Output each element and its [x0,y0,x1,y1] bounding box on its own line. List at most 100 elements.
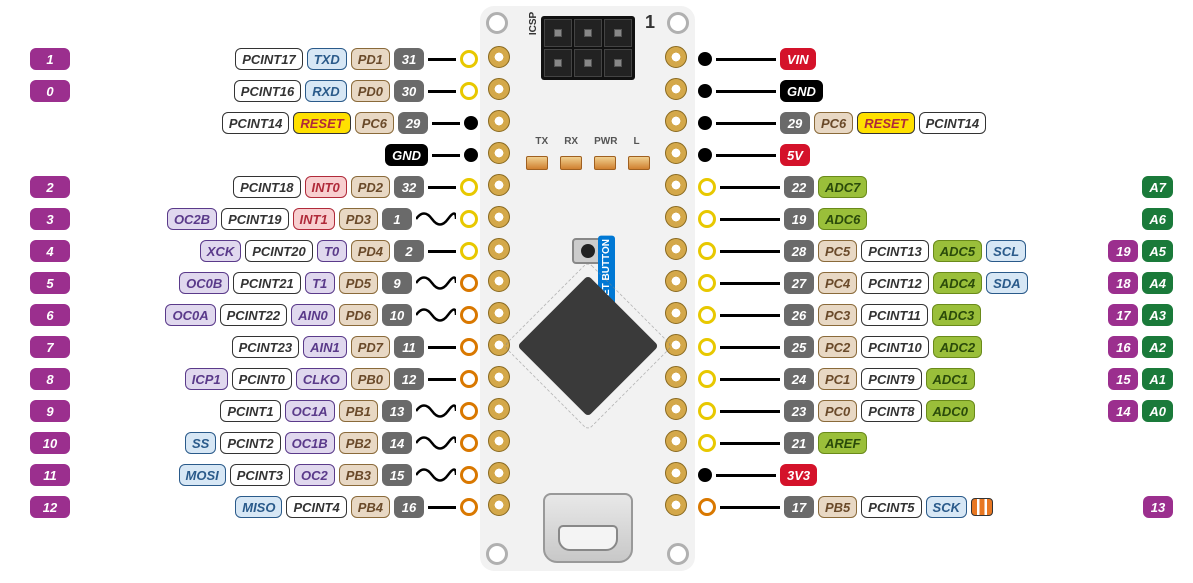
pin-row: VIN [698,48,816,70]
pin-row: ICP1PCINT0CLKOPB012 [185,368,478,390]
wire [428,90,456,93]
wire [720,314,780,317]
solder-pad [488,78,510,100]
solder-pad [665,430,687,452]
wire [716,474,776,477]
wire [720,346,780,349]
mount-hole [486,12,508,34]
pin-label-timer: OC1B [285,432,335,454]
pin-label-pcint: PCINT21 [233,272,300,294]
pin-label-pcint: PCINT17 [235,48,302,70]
board: ICSP 1 TXRXPWRL RESET BUTTON [480,6,695,571]
pin-row: 22ADC7 [698,176,867,198]
pin-label-reset: RESET [293,112,350,134]
icsp-header [541,16,635,80]
pin-label-pcint: PCINT10 [861,336,928,358]
pin-label-adc: ADC6 [818,208,867,230]
mount-hole [667,543,689,565]
edge-row: 0 [30,80,70,102]
wire [720,218,780,221]
solder-pad [665,462,687,484]
pin-row: 28PC5PCINT13ADC5SCL [698,240,1026,262]
pin-row: MOSIPCINT3OC2PB315 [179,464,479,486]
pin-label-phys: 1 [382,208,412,230]
pin-label-phys: 26 [784,304,814,326]
pin-label-gnd: GND [385,144,428,166]
digital-pin-label: 2 [30,176,70,198]
pin-label-int: INT0 [305,176,347,198]
pin-label-power: 3V3 [780,464,817,486]
wire [720,186,780,189]
pin-label-comm: TXD [307,48,347,70]
edge-row: A6 [1142,208,1173,230]
wire [716,154,776,157]
pin-label-phys: 2 [394,240,424,262]
edge-row: 18A4 [1108,272,1173,294]
pin-row: PCINT14RESETPC629 [222,112,478,134]
pin-label-timer: ICP1 [185,368,228,390]
wire [428,186,456,189]
pin-label-phys: 29 [398,112,428,134]
pwm-wave-icon [416,464,456,486]
digital-pin-label: 18 [1108,272,1138,294]
led-label: TX [535,136,548,147]
pin-label-adc: ADC2 [933,336,982,358]
digital-pin-label: 0 [30,80,70,102]
pin-label-timer: T0 [317,240,347,262]
wire [716,58,776,61]
pin-label-comm: SS [185,432,216,454]
pin-label-port: PB0 [351,368,390,390]
pin-ring [460,306,478,324]
wire [720,378,780,381]
solder-pad [488,366,510,388]
pin-row: 19ADC6 [698,208,867,230]
pin-ring [698,370,716,388]
analog-pin-label: A5 [1142,240,1173,262]
digital-pin-label: 1 [30,48,70,70]
pin-label-timer: OC0B [179,272,229,294]
pin-label-phys: 10 [382,304,412,326]
pin-row: OC2BPCINT19INT1PD31 [167,208,478,230]
pin-row: PCINT18INT0PD232 [233,176,478,198]
pin-label-pcint: PCINT5 [861,496,921,518]
pin-label-port: PC5 [818,240,857,262]
pin-label-port: PD7 [351,336,390,358]
edge-row: 12 [30,496,70,518]
pin-label-port: PC2 [818,336,857,358]
edge-row: 5 [30,272,70,294]
pin-label-phys: 19 [784,208,814,230]
pin-label-timer: OC2 [294,464,335,486]
pin-label-power: 5V [780,144,810,166]
pin-label-adc: ADC7 [818,176,867,198]
solder-pad [488,110,510,132]
edge-row: 3 [30,208,70,230]
pin-row: XCKPCINT20T0PD42 [200,240,478,262]
pin-label-port: PD6 [339,304,378,326]
pin-label-pcint: PCINT9 [861,368,921,390]
pin-label-pcint: PCINT16 [234,80,301,102]
pin-label-pcint: PCINT8 [861,400,921,422]
analog-pin-label: A1 [1142,368,1173,390]
pin-row: 23PC0PCINT8ADC0 [698,400,975,422]
wire [720,442,780,445]
pin-label-int: INT1 [293,208,335,230]
pin-label-phys: 15 [382,464,412,486]
wire [720,282,780,285]
pin-label-timer: OC0A [165,304,215,326]
pin-ring [698,338,716,356]
pin-label-led [971,498,993,516]
pin-label-adc: ADC4 [933,272,982,294]
pin-ring [460,274,478,292]
pin-label-timer: OC2B [167,208,217,230]
pwm-wave-icon [416,208,456,230]
analog-pin-label: A4 [1142,272,1173,294]
digital-pin-label: 9 [30,400,70,422]
digital-pin-label: 13 [1143,496,1173,518]
led-labels: TXRXPWRL [480,136,695,147]
pin-label-timer: AIN0 [291,304,335,326]
pin-label-phys: 14 [382,432,412,454]
pin-row: OC0APCINT22AIN0PD610 [165,304,478,326]
solder-pad [665,366,687,388]
pin-label-timer: T1 [305,272,335,294]
digital-pin-label: 15 [1108,368,1138,390]
